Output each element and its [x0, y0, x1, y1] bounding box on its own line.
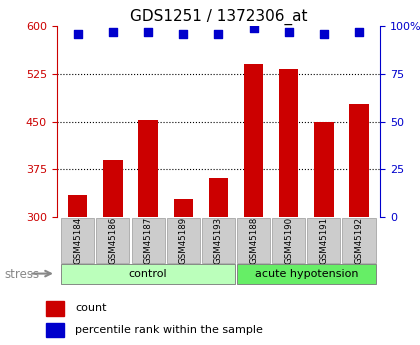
Text: GSM45192: GSM45192: [354, 217, 363, 264]
Bar: [46, 301, 64, 316]
Text: GSM45191: GSM45191: [319, 217, 328, 264]
Point: [250, 25, 257, 31]
FancyBboxPatch shape: [61, 218, 94, 264]
Text: GSM45184: GSM45184: [74, 217, 82, 264]
Point: [320, 31, 327, 36]
Point: [180, 31, 186, 36]
Bar: [314, 122, 333, 217]
Point: [285, 29, 292, 34]
Text: control: control: [129, 269, 168, 279]
FancyBboxPatch shape: [237, 218, 270, 264]
Bar: [349, 104, 369, 217]
Point: [356, 29, 362, 34]
Text: GSM45189: GSM45189: [179, 217, 188, 264]
Text: GSM45193: GSM45193: [214, 217, 223, 264]
Text: GSM45186: GSM45186: [108, 217, 118, 264]
Bar: [46, 323, 64, 337]
Bar: [209, 178, 228, 217]
FancyBboxPatch shape: [307, 218, 340, 264]
Text: percentile rank within the sample: percentile rank within the sample: [75, 325, 263, 335]
Text: count: count: [75, 303, 107, 313]
Bar: [244, 64, 263, 217]
Point: [145, 29, 152, 34]
Bar: [68, 195, 87, 217]
Text: acute hypotension: acute hypotension: [255, 269, 358, 279]
Bar: [139, 120, 158, 217]
FancyBboxPatch shape: [97, 218, 129, 264]
FancyBboxPatch shape: [61, 264, 235, 284]
FancyBboxPatch shape: [342, 218, 375, 264]
FancyBboxPatch shape: [237, 264, 375, 284]
Bar: [173, 199, 193, 217]
Point: [215, 31, 222, 36]
Text: GSM45188: GSM45188: [249, 217, 258, 264]
Point: [110, 29, 116, 34]
Point: [74, 31, 81, 36]
Title: GDS1251 / 1372306_at: GDS1251 / 1372306_at: [130, 8, 307, 24]
Bar: [279, 69, 298, 217]
Bar: [103, 160, 123, 217]
FancyBboxPatch shape: [272, 218, 305, 264]
FancyBboxPatch shape: [202, 218, 235, 264]
Text: GSM45190: GSM45190: [284, 217, 293, 264]
FancyBboxPatch shape: [131, 218, 165, 264]
Text: stress: stress: [4, 268, 39, 281]
Text: GSM45187: GSM45187: [144, 217, 152, 264]
FancyBboxPatch shape: [167, 218, 200, 264]
